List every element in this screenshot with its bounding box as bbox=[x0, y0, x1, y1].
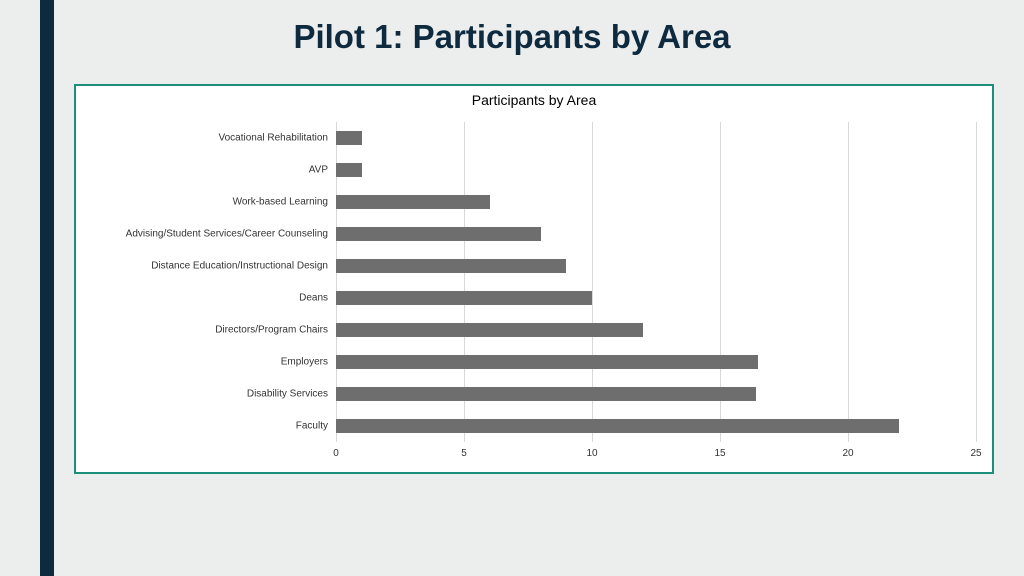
accent-bar bbox=[40, 0, 54, 576]
slide: Pilot 1: Participants by Area Participan… bbox=[0, 0, 1024, 576]
x-tick-label: 20 bbox=[842, 448, 853, 459]
bar bbox=[336, 227, 541, 240]
bar bbox=[336, 323, 643, 336]
x-tick-label: 15 bbox=[714, 448, 725, 459]
category-label: Vocational Rehabilitation bbox=[218, 133, 328, 144]
chart-title: Participants by Area bbox=[76, 92, 992, 108]
bar bbox=[336, 387, 756, 400]
x-tick-label: 10 bbox=[586, 448, 597, 459]
grid-line bbox=[848, 122, 849, 442]
chart-container: Participants by Area 0510152025Vocationa… bbox=[74, 84, 994, 474]
category-label: Advising/Student Services/Career Counsel… bbox=[126, 229, 328, 240]
bar bbox=[336, 355, 758, 368]
category-label: AVP bbox=[309, 165, 328, 176]
bar bbox=[336, 163, 362, 176]
plot-area: 0510152025Vocational RehabilitationAVPWo… bbox=[336, 122, 976, 442]
bar bbox=[336, 291, 592, 304]
bar bbox=[336, 131, 362, 144]
category-label: Distance Education/Instructional Design bbox=[151, 261, 328, 272]
category-label: Employers bbox=[281, 357, 328, 368]
category-label: Directors/Program Chairs bbox=[215, 325, 328, 336]
category-label: Disability Services bbox=[247, 389, 328, 400]
x-tick-label: 0 bbox=[333, 448, 339, 459]
x-tick-label: 5 bbox=[461, 448, 467, 459]
category-label: Deans bbox=[299, 293, 328, 304]
bar bbox=[336, 195, 490, 208]
category-label: Faculty bbox=[296, 421, 328, 432]
page-title: Pilot 1: Participants by Area bbox=[0, 18, 1024, 56]
x-tick-label: 25 bbox=[970, 448, 981, 459]
bar bbox=[336, 259, 566, 272]
bar bbox=[336, 419, 899, 432]
grid-line bbox=[976, 122, 977, 442]
category-label: Work-based Learning bbox=[233, 197, 328, 208]
